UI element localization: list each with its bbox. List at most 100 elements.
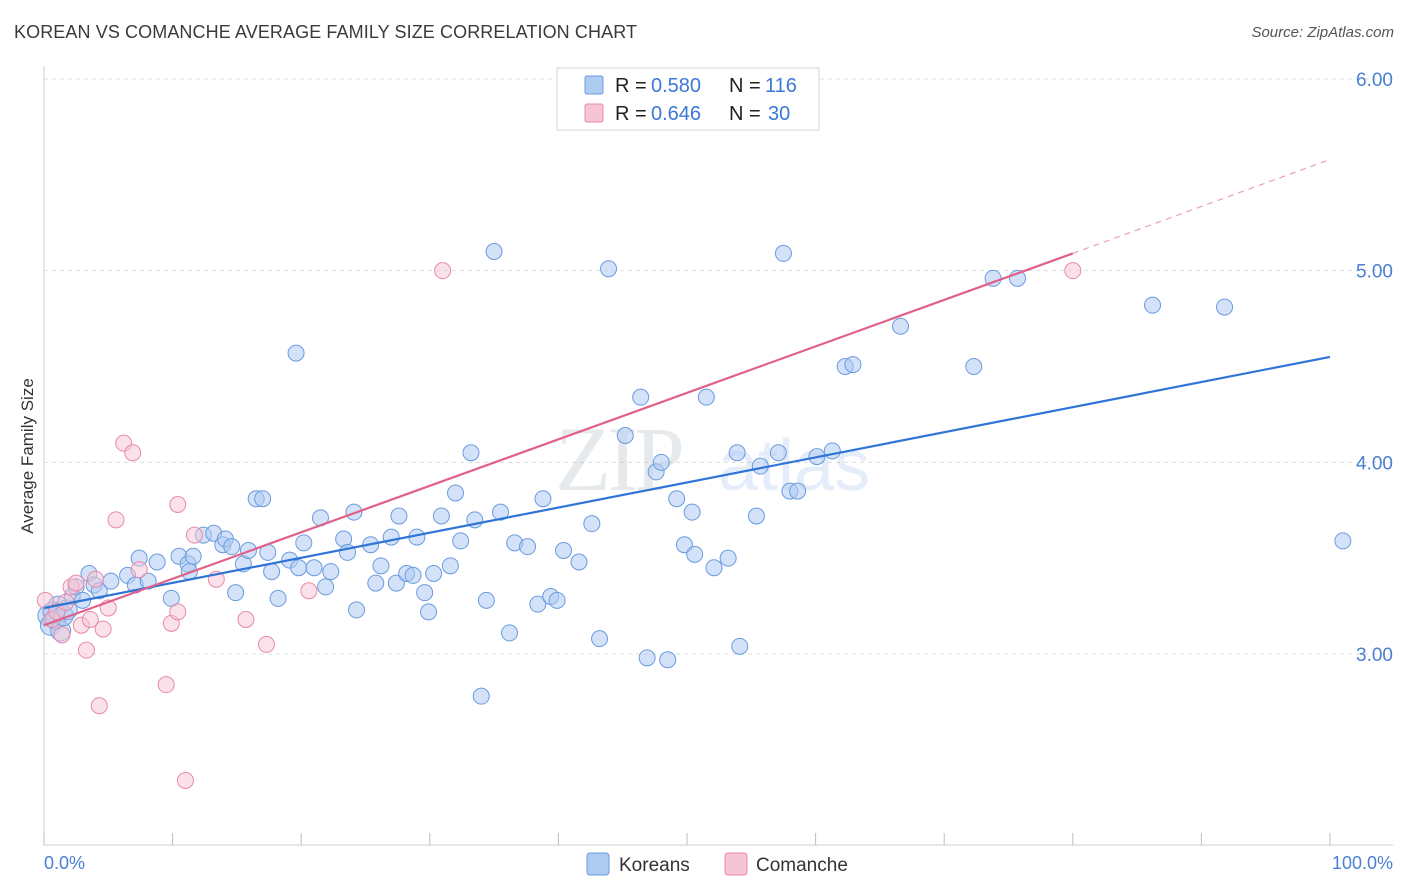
comanche-point [1064, 262, 1082, 280]
korean-point [697, 388, 715, 406]
korean-point [683, 503, 701, 521]
korean-trend-line [43, 355, 1331, 610]
korean-point [425, 565, 443, 582]
comanche-point [257, 635, 275, 653]
comanche-point [185, 526, 203, 544]
korean-point [1216, 298, 1234, 316]
comanche-point [86, 570, 104, 588]
comanche-point [169, 496, 187, 513]
chart-title: KOREAN VS COMANCHE AVERAGE FAMILY SIZE C… [14, 22, 638, 42]
korean-point [372, 557, 390, 575]
korean-point [728, 444, 746, 462]
y-tick-label: 3.00 [1356, 645, 1393, 666]
korean-point [263, 563, 281, 581]
korean-point [668, 490, 686, 508]
legend-korean-r: 0.580 [651, 75, 701, 97]
korean-point [600, 260, 618, 278]
comanche-trend-line [43, 252, 1074, 627]
korean-point [705, 559, 723, 577]
korean-point [823, 442, 841, 460]
comanche-trend-extension [1072, 158, 1331, 254]
bottom-legend-koreans: Koreans [619, 855, 690, 876]
y-axis-label: Average Family Size [18, 378, 37, 534]
korean-point [148, 553, 166, 571]
korean-point [432, 507, 450, 525]
korean-point [731, 637, 749, 655]
korean-point [965, 358, 983, 375]
bottom-legend-comanche: Comanche [756, 855, 848, 876]
comanche-point [300, 582, 318, 600]
bottom-legend-swatch-koreans [586, 852, 610, 876]
legend-comanche-n: 30 [768, 103, 790, 125]
korean-point [404, 566, 422, 584]
y-tick-label: 6.00 [1356, 70, 1393, 91]
comanche-point [124, 444, 142, 462]
comanche-point [107, 511, 125, 529]
comanche-point [81, 611, 99, 628]
korean-point [659, 651, 677, 669]
comanche-point [169, 603, 187, 621]
legend-korean-n-label: N = [729, 75, 761, 97]
y-tick-label: 4.00 [1356, 453, 1393, 474]
korean-point [638, 649, 656, 667]
comanche-point [77, 641, 95, 659]
correlation-legend: R = 0.580 N = 116 R = 0.646 N = 30 [556, 67, 820, 131]
legend-korean-r-label: R = [615, 75, 647, 97]
comanche-point [434, 262, 452, 280]
korean-point [632, 388, 650, 406]
korean-point [102, 572, 120, 590]
comanche-point [157, 676, 175, 694]
korean-point [322, 563, 340, 581]
korean-point [223, 538, 241, 556]
comanche-point [53, 626, 71, 644]
korean-point [591, 630, 609, 648]
korean-point [519, 538, 537, 556]
korean-point [347, 601, 365, 619]
legend-korean-n: 116 [765, 75, 797, 97]
korean-point [583, 515, 601, 533]
korean-point [441, 557, 459, 575]
comanche-point [176, 772, 194, 789]
axes [43, 66, 1393, 846]
series-comanche [36, 262, 1082, 789]
korean-point [305, 559, 323, 577]
korean-point [769, 444, 787, 462]
korean-point [891, 317, 909, 335]
korean-point [295, 534, 313, 552]
x-tick-label-min: 0.0% [44, 853, 85, 873]
korean-point [390, 507, 408, 525]
korean-point [382, 528, 400, 546]
chart-source: Source: ZipAtlas.com [1251, 24, 1394, 41]
korean-point [367, 574, 385, 592]
legend-comanche-r-label: R = [615, 103, 647, 125]
korean-point [452, 532, 470, 550]
korean-point [269, 589, 287, 607]
korean-point [652, 453, 670, 471]
korean-point [555, 542, 573, 559]
comanche-point [130, 561, 148, 579]
tick-labels: 3.00 4.00 5.00 6.00 0.0% 100.0% [43, 70, 1393, 873]
korean-point [287, 344, 305, 362]
korean-point [774, 244, 792, 262]
korean-point [719, 549, 737, 567]
korean-point [416, 584, 434, 602]
korean-point [184, 547, 202, 565]
korean-point [501, 624, 519, 642]
korean-point [290, 559, 308, 577]
korean-point [227, 584, 245, 602]
korean-point [844, 356, 862, 374]
korean-point [472, 687, 490, 705]
korean-point [616, 427, 634, 444]
korean-point [485, 243, 503, 260]
korean-point [570, 553, 588, 571]
korean-point [1144, 296, 1162, 314]
korean-point [529, 595, 547, 613]
korean-point [317, 578, 335, 596]
korean-point [534, 490, 552, 508]
korean-point [254, 490, 272, 508]
comanche-point [90, 697, 108, 715]
korean-point [447, 484, 465, 502]
korean-point [789, 482, 807, 500]
y-tick-label: 5.00 [1356, 262, 1393, 283]
